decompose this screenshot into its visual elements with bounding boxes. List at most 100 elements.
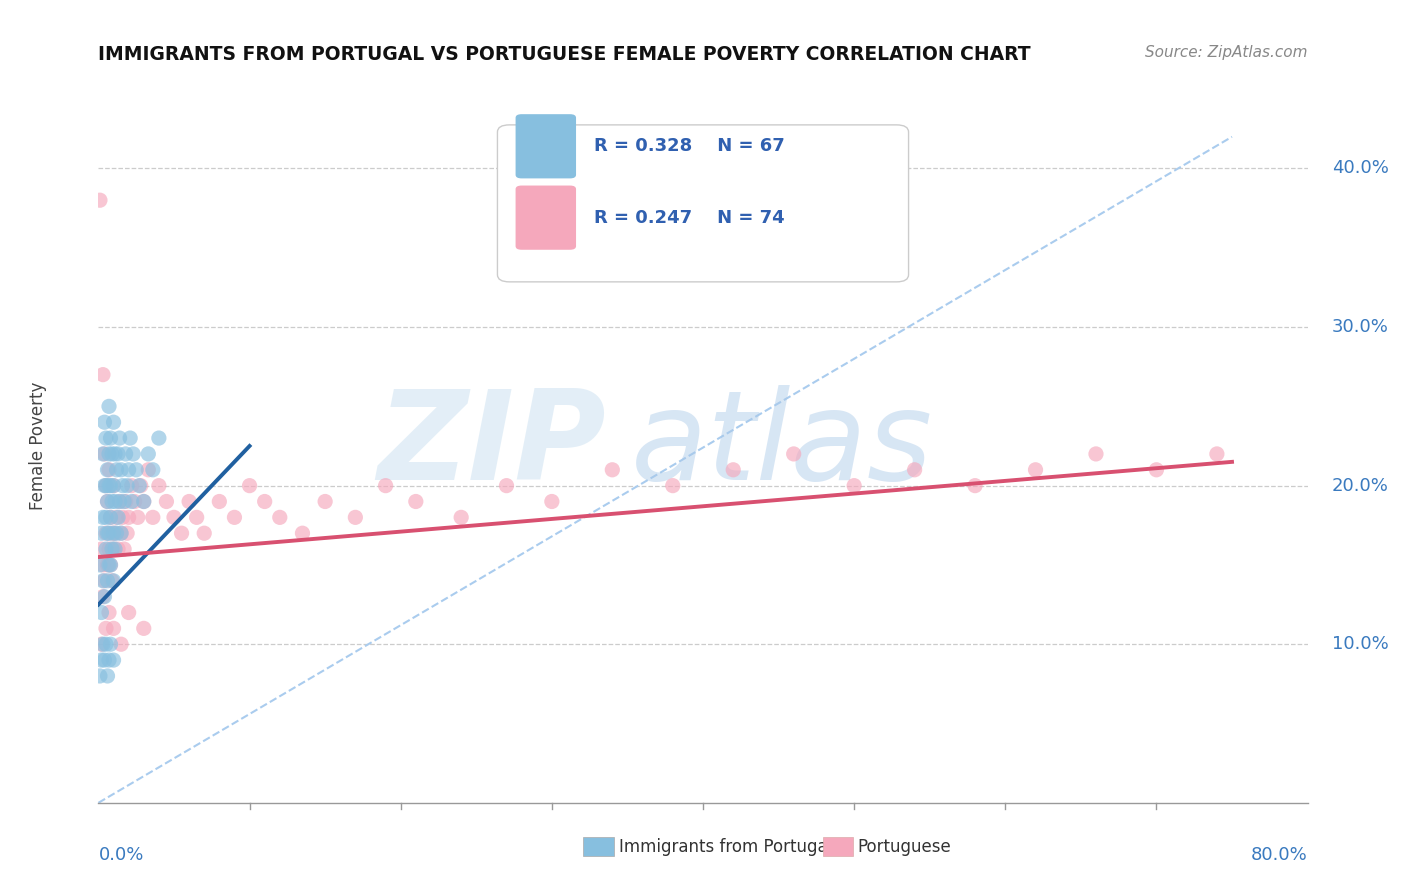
Text: R = 0.247    N = 74: R = 0.247 N = 74 [595, 209, 785, 227]
Point [115, 478, 138, 492]
Point [148, 431, 170, 445]
Point [136, 447, 159, 461]
Text: Immigrants from Portugal: Immigrants from Portugal [619, 838, 832, 855]
Point [91, 558, 114, 572]
Text: 40.0%: 40.0% [1331, 160, 1389, 178]
Point [98, 463, 121, 477]
Point [96, 494, 118, 508]
Point [94, 542, 117, 557]
Text: 0.0%: 0.0% [98, 846, 143, 863]
Text: Portuguese: Portuguese [858, 838, 952, 855]
Point [450, 510, 472, 524]
Point [96, 558, 118, 572]
Point [844, 478, 866, 492]
Point [91, 590, 114, 604]
Point [1085, 447, 1108, 461]
Point [103, 574, 125, 588]
Point [120, 431, 142, 445]
Point [103, 653, 125, 667]
Point [107, 510, 129, 524]
Point [98, 542, 121, 557]
Point [110, 526, 132, 541]
Point [110, 463, 132, 477]
Point [91, 637, 114, 651]
Point [98, 558, 121, 572]
Point [100, 558, 122, 572]
Point [91, 368, 114, 382]
Point [90, 637, 112, 651]
Point [93, 447, 115, 461]
Point [224, 510, 246, 524]
Point [602, 463, 624, 477]
Point [118, 510, 141, 524]
Point [136, 463, 159, 477]
Point [1206, 447, 1229, 461]
Point [91, 447, 114, 461]
Text: 80.0%: 80.0% [1251, 846, 1308, 863]
Point [94, 431, 117, 445]
Point [101, 447, 124, 461]
Point [91, 510, 114, 524]
Text: R = 0.328    N = 67: R = 0.328 N = 67 [595, 137, 785, 155]
Point [96, 494, 118, 508]
Text: 10.0%: 10.0% [1331, 635, 1389, 653]
Point [495, 478, 517, 492]
Point [405, 494, 427, 508]
Point [90, 653, 112, 667]
Point [104, 447, 127, 461]
Point [96, 669, 118, 683]
Point [94, 478, 117, 492]
Point [100, 431, 122, 445]
Point [103, 621, 125, 635]
Point [193, 526, 215, 541]
Point [374, 478, 396, 492]
Point [100, 510, 122, 524]
Point [98, 526, 121, 541]
Point [142, 463, 165, 477]
Point [132, 494, 155, 508]
Point [104, 526, 127, 541]
Point [105, 526, 128, 541]
Point [105, 463, 128, 477]
Point [128, 478, 150, 492]
Point [103, 415, 125, 429]
Point [269, 510, 291, 524]
Point [104, 542, 127, 557]
FancyBboxPatch shape [516, 186, 576, 250]
Point [127, 510, 149, 524]
Point [94, 478, 117, 492]
Point [129, 478, 152, 492]
Point [91, 574, 114, 588]
Point [100, 478, 122, 492]
Point [105, 510, 128, 524]
Point [93, 574, 115, 588]
Point [93, 478, 115, 492]
Point [98, 400, 121, 414]
Point [965, 478, 987, 492]
Point [122, 447, 145, 461]
Point [163, 510, 186, 524]
Point [94, 526, 117, 541]
Point [98, 653, 121, 667]
Point [291, 526, 314, 541]
Point [110, 526, 132, 541]
Point [148, 478, 170, 492]
Point [782, 447, 804, 461]
Point [89, 193, 111, 207]
Point [114, 494, 136, 508]
FancyBboxPatch shape [516, 114, 576, 178]
Point [96, 463, 118, 477]
Point [94, 637, 117, 651]
Point [661, 478, 683, 492]
Point [104, 494, 127, 508]
Point [98, 478, 121, 492]
Point [96, 574, 118, 588]
Point [904, 463, 927, 477]
Point [110, 637, 132, 651]
Text: 30.0%: 30.0% [1331, 318, 1389, 336]
Point [90, 606, 112, 620]
Point [94, 621, 117, 635]
Point [132, 621, 155, 635]
Point [107, 542, 129, 557]
Text: IMMIGRANTS FROM PORTUGAL VS PORTUGUESE FEMALE POVERTY CORRELATION CHART: IMMIGRANTS FROM PORTUGAL VS PORTUGUESE F… [98, 45, 1031, 63]
